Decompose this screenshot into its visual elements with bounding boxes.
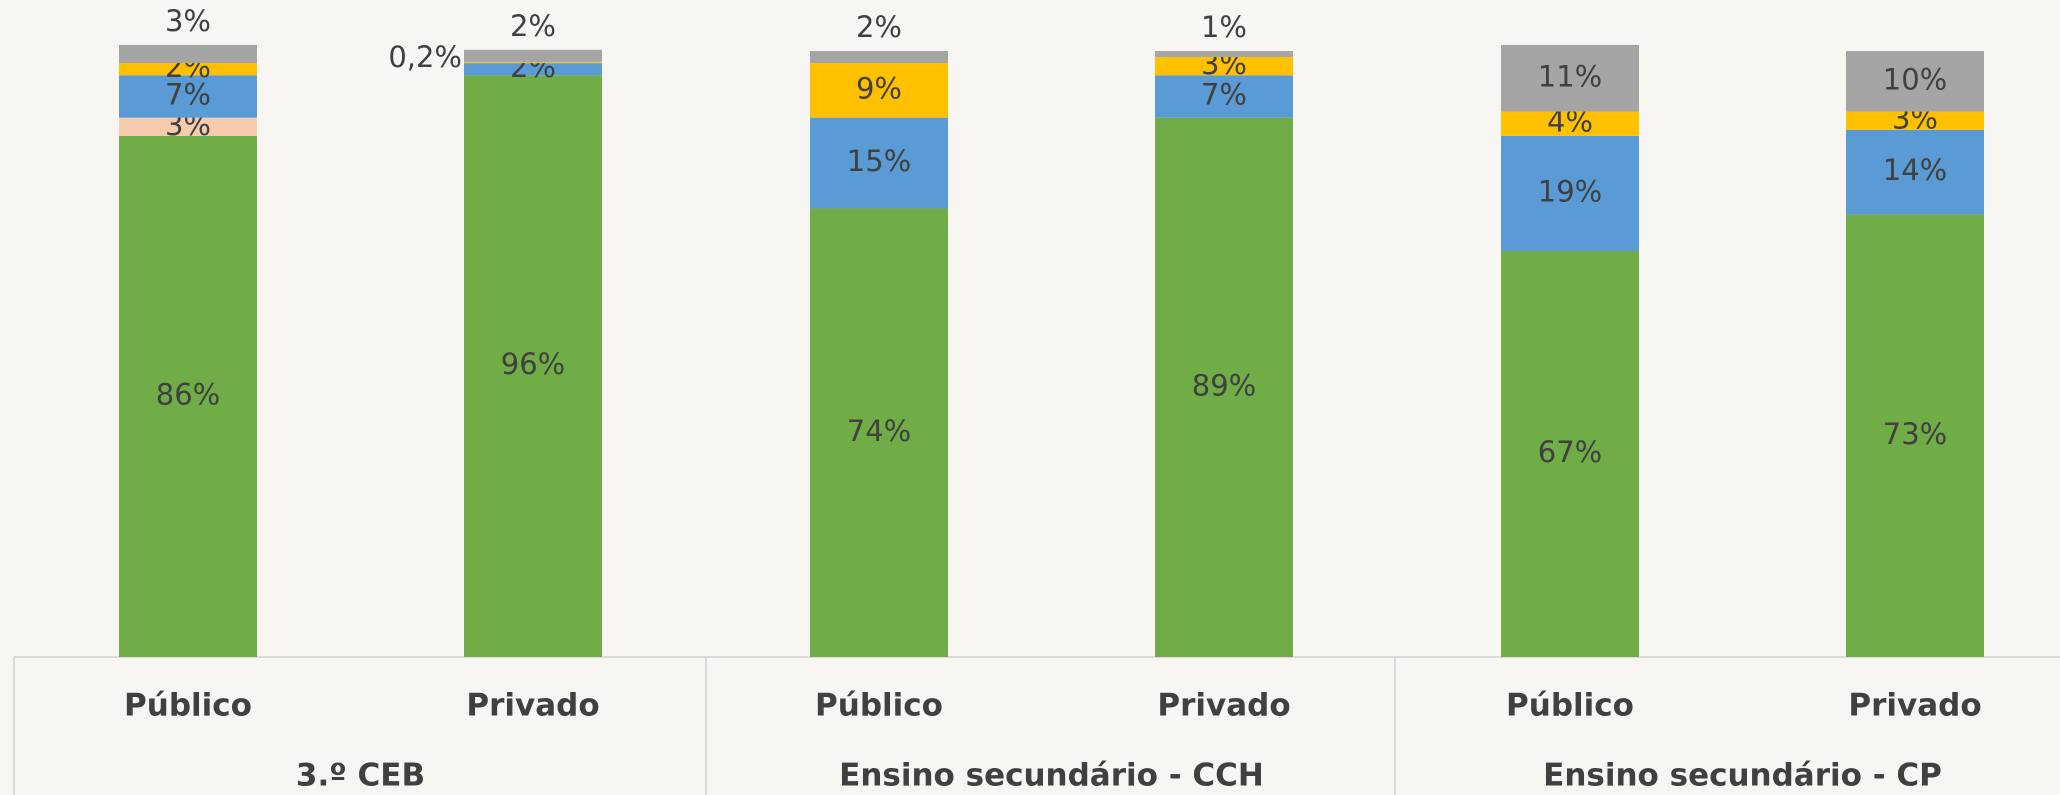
- data-label: 2%: [856, 10, 902, 44]
- category-axis-frame: [13, 656, 2060, 795]
- bar-segment: [119, 44, 257, 64]
- bar-segment: [1501, 135, 1639, 251]
- bar-segment: [464, 75, 602, 658]
- data-label: 19%: [1538, 174, 1602, 208]
- bar-segment: [1846, 51, 1984, 112]
- group-label: 3.º CEB: [296, 758, 425, 794]
- bar-segment: [1155, 51, 1293, 58]
- data-label: 14%: [1883, 153, 1947, 187]
- data-label: 1%: [1201, 10, 1247, 44]
- data-label: 7%: [165, 77, 211, 111]
- data-label: 15%: [847, 144, 911, 178]
- data-label: 0,2%: [388, 40, 462, 74]
- data-label: 89%: [1192, 368, 1256, 402]
- bar-segment: [1501, 250, 1639, 658]
- category-label: Público: [1506, 688, 1634, 724]
- bar-segment: [119, 63, 257, 76]
- bar-segment: [1501, 44, 1639, 112]
- data-label: 3%: [165, 4, 211, 38]
- bar-segment: [464, 63, 602, 76]
- data-label: 2%: [510, 9, 556, 43]
- bar-segment: [810, 51, 948, 64]
- group-label: Ensino secundário - CP: [1543, 758, 1942, 794]
- data-label: 96%: [501, 347, 565, 381]
- data-label: 73%: [1883, 417, 1947, 451]
- bar-segment: [1155, 75, 1293, 118]
- data-label: 11%: [1538, 59, 1602, 93]
- bar-segment: [119, 135, 257, 658]
- category-label: Público: [815, 688, 943, 724]
- bar-segment: [810, 208, 948, 657]
- bar-segment: [119, 117, 257, 136]
- data-label: 10%: [1883, 62, 1947, 96]
- category-label: Privado: [466, 688, 599, 724]
- data-label: 74%: [847, 414, 911, 448]
- bar-segment: [810, 117, 948, 209]
- data-label: 7%: [1201, 77, 1247, 111]
- data-label: 67%: [1538, 435, 1602, 469]
- data-label: 9%: [856, 71, 902, 105]
- data-label: 86%: [156, 377, 220, 411]
- bar-segment: [1846, 129, 1984, 215]
- bar-segment: [464, 49, 602, 62]
- bar-segment: [810, 63, 948, 118]
- category-label: Público: [124, 688, 252, 724]
- bar-segment: [1155, 117, 1293, 657]
- category-label: Privado: [1157, 688, 1290, 724]
- bar-segment: [119, 75, 257, 118]
- bar-segment: [1846, 111, 1984, 130]
- bar-segment: [464, 61, 602, 64]
- group-label: Ensino secundário - CCH: [839, 758, 1264, 794]
- bar-segment: [1846, 214, 1984, 657]
- bar-segment: [1155, 57, 1293, 76]
- category-label: Privado: [1848, 688, 1981, 724]
- bar-segment: [1501, 111, 1639, 136]
